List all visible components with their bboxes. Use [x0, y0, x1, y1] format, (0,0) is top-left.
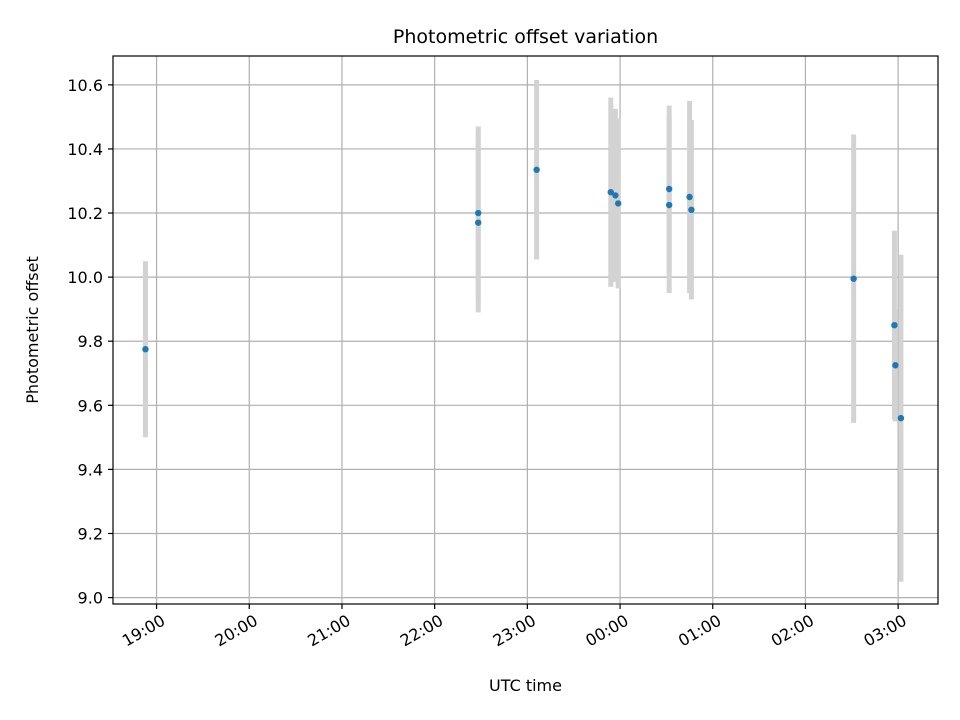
- data-point: [850, 275, 857, 282]
- data-point: [686, 193, 693, 201]
- y-tick-label: 9.8: [78, 332, 103, 351]
- error-bars: [142, 80, 904, 582]
- plot-frame: [112, 55, 939, 605]
- x-axis-title: UTC time: [489, 676, 562, 695]
- grid: [113, 56, 938, 604]
- data-point: [475, 219, 482, 226]
- y-tick-label: 10.4: [67, 140, 103, 159]
- data-point: [688, 206, 695, 214]
- x-tick-label: 19:00: [119, 611, 168, 651]
- data-point: [614, 200, 622, 207]
- chart-title: Photometric offset variation: [393, 26, 658, 48]
- x-tick-label: 02:00: [768, 611, 817, 651]
- x-axis-ticks: 19:00 20:00 21:00 22:00 23:00 00:00 01:00 02:00…: [119, 604, 910, 650]
- y-tick-label: 9.4: [78, 460, 103, 479]
- x-tick-label: 20:00: [212, 611, 261, 651]
- y-tick-label: 9.0: [78, 589, 103, 608]
- data-point: [533, 166, 540, 173]
- data-point: [897, 414, 905, 422]
- data-point: [891, 321, 898, 329]
- data-point: [475, 209, 482, 217]
- x-tick-label: 21:00: [304, 611, 353, 651]
- data-point: [892, 362, 899, 369]
- x-tick-label: 00:00: [582, 611, 631, 651]
- data-point: [607, 188, 614, 196]
- y-axis-title: Photometric offset: [23, 256, 42, 404]
- y-axis-ticks: 9.0 9.2 9.4 9.6 9.8 10.0 10.2 10.4 10.6: [67, 76, 113, 608]
- data-point: [612, 192, 619, 199]
- data-point: [665, 185, 673, 193]
- x-tick-label: 03:00: [860, 611, 909, 651]
- data-point: [665, 201, 673, 209]
- x-tick-label: 22:00: [397, 611, 446, 651]
- x-tick-label: 23:00: [490, 611, 539, 651]
- x-tick-label: 01:00: [675, 611, 724, 651]
- y-tick-label: 10.0: [67, 268, 103, 287]
- y-tick-label: 9.2: [78, 524, 103, 543]
- data-point: [142, 346, 149, 353]
- y-tick-label: 10.2: [67, 204, 103, 223]
- y-tick-label: 10.6: [67, 76, 103, 95]
- data-points: [142, 166, 905, 422]
- y-tick-label: 9.6: [78, 396, 103, 415]
